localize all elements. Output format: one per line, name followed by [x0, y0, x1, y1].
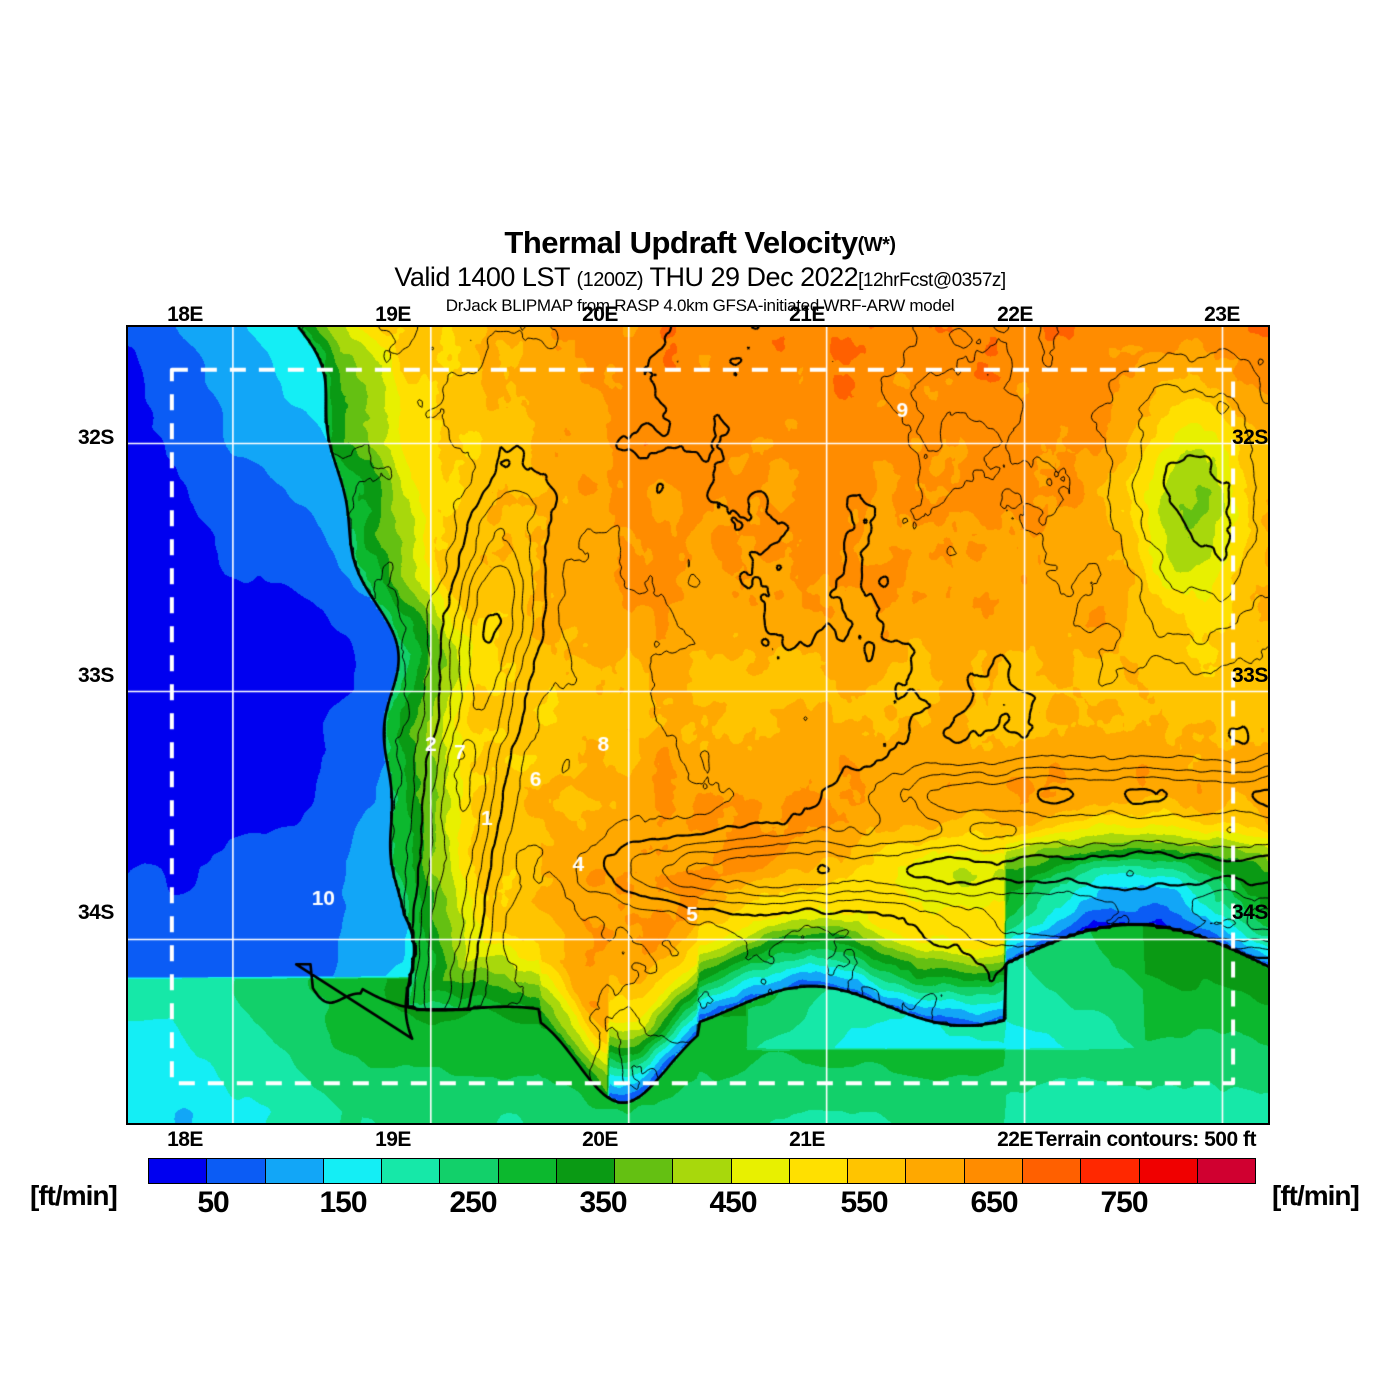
- colorbar-unit-left: [ft/min]: [30, 1180, 118, 1211]
- lon-label-bottom-19E: 19E: [375, 1128, 411, 1151]
- lon-label-top-21E: 21E: [789, 303, 825, 326]
- valid-time-line: Valid 1400 LST (1200Z) THU 29 Dec 2022[1…: [0, 262, 1400, 296]
- colorbar-band-2: [265, 1159, 324, 1183]
- colorbar-unit-right: [ft/min]: [1272, 1180, 1360, 1211]
- model-description: DrJack BLIPMAP from RASP 4.0km GFSA-init…: [445, 296, 955, 315]
- colorbar-band-17: [1139, 1159, 1198, 1183]
- colorbar-tick-50: 50: [197, 1186, 229, 1219]
- lon-label-top-20E: 20E: [582, 303, 618, 326]
- lon-label-bottom-18E: 18E: [167, 1128, 203, 1151]
- lat-label-right-34S: 34S: [1232, 901, 1268, 924]
- lat-label-left-34S: 34S: [78, 901, 114, 924]
- colorbar-band-4: [382, 1159, 441, 1183]
- colorbar-tick-250: 250: [449, 1186, 497, 1219]
- lon-label-bottom-22E: 22E: [997, 1128, 1033, 1151]
- forecast-tag: [12hrFcst@0357z]: [858, 270, 1006, 291]
- thermal-updraft-heatmap[interactable]: [128, 327, 1268, 1123]
- colorbar-band-6: [498, 1159, 557, 1183]
- map-plot-area[interactable]: [126, 325, 1270, 1125]
- lat-label-left-33S: 33S: [78, 664, 114, 687]
- valid-local-time: Valid 1400 LST: [394, 262, 570, 292]
- colorbar-band-7: [556, 1159, 616, 1183]
- lat-label-left-32S: 32S: [78, 426, 114, 449]
- colorbar-band-15: [1022, 1159, 1082, 1183]
- colorbar-section: [ft/min] [ft/min] 50 150 250 350 450 550 650 75…: [0, 1158, 1400, 1238]
- lon-label-top-22E: 22E: [997, 303, 1033, 326]
- colorbar-tick-550: 550: [840, 1186, 888, 1219]
- lon-label-bottom-20E: 20E: [582, 1128, 618, 1151]
- colorbar-tick-650: 650: [970, 1186, 1018, 1219]
- valid-date: THU 29 Dec 2022: [649, 262, 859, 292]
- terrain-contour-note: Terrain contours: 500 ft: [1035, 1128, 1257, 1151]
- lat-label-right-32S: 32S: [1232, 426, 1268, 449]
- colorbar-band-8: [615, 1159, 674, 1183]
- colorbar-band-0: [149, 1159, 208, 1183]
- colorbar-band-3: [323, 1159, 383, 1183]
- colorbar-band-13: [906, 1159, 965, 1183]
- lon-label-top-23E: 23E: [1204, 303, 1240, 326]
- page-title-parameter: (W*): [857, 234, 896, 256]
- colorbar-band-10: [731, 1159, 790, 1183]
- colorbar-tick-150: 150: [319, 1186, 367, 1219]
- colorbar-band-1: [207, 1159, 266, 1183]
- valid-zulu-time: (1200Z): [576, 269, 644, 291]
- colorbar-tick-350: 350: [579, 1186, 627, 1219]
- colorbar-band-18: [1197, 1159, 1256, 1183]
- colorbar-band-16: [1081, 1159, 1140, 1183]
- page-title-text: Thermal Updraft Velocity: [504, 225, 858, 260]
- colorbar[interactable]: [148, 1158, 1256, 1184]
- lon-label-top-18E: 18E: [167, 303, 203, 326]
- lon-label-bottom-21E: 21E: [789, 1128, 825, 1151]
- colorbar-band-14: [964, 1159, 1023, 1183]
- colorbar-band-9: [673, 1159, 732, 1183]
- colorbar-band-12: [848, 1159, 907, 1183]
- colorbar-tick-450: 450: [709, 1186, 757, 1219]
- lon-label-top-19E: 19E: [375, 303, 411, 326]
- colorbar-band-11: [789, 1159, 849, 1183]
- page-title: Thermal Updraft Velocity(W*): [0, 226, 1400, 262]
- lat-label-right-33S: 33S: [1232, 664, 1268, 687]
- title-block: Thermal Updraft Velocity(W*) Valid 1400 …: [0, 226, 1400, 316]
- colorbar-band-5: [440, 1159, 499, 1183]
- colorbar-tick-750: 750: [1100, 1186, 1148, 1219]
